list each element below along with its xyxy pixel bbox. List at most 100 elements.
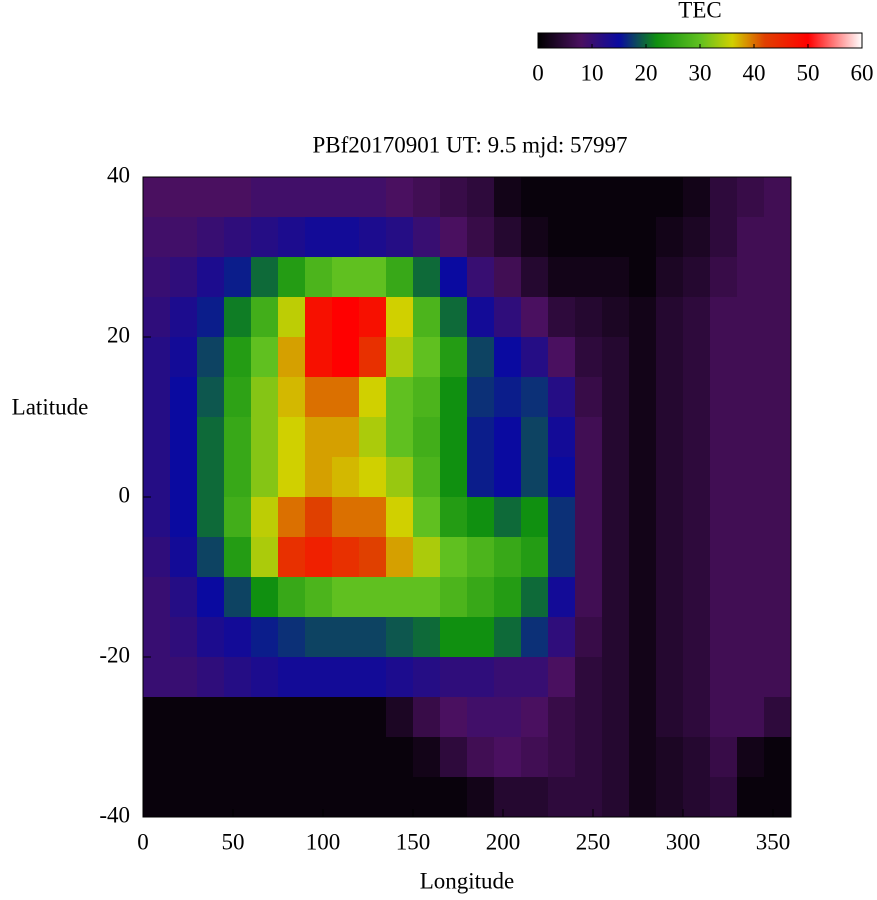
heat-cell [494, 217, 522, 258]
heat-cell [143, 617, 171, 658]
heat-cell [467, 417, 495, 458]
heat-cell [494, 297, 522, 338]
heat-cell [521, 217, 549, 258]
heat-cell [413, 297, 441, 338]
heat-cell [575, 537, 603, 578]
heat-cell [710, 737, 738, 778]
heat-cell [629, 577, 657, 618]
heat-cell [251, 177, 279, 218]
heat-cell [413, 337, 441, 378]
heat-cell [278, 217, 306, 258]
heat-cell [548, 497, 576, 538]
heat-cell [224, 617, 252, 658]
heat-cell [224, 577, 252, 618]
y-tick-label: -40 [99, 802, 130, 827]
heat-cell [737, 337, 765, 378]
heat-cell [197, 657, 225, 698]
heat-cell [521, 737, 549, 778]
heat-cell [629, 537, 657, 578]
heat-cell [143, 497, 171, 538]
heat-cell [575, 697, 603, 738]
heat-cell [440, 537, 468, 578]
heat-cell [332, 417, 360, 458]
heat-cell [359, 497, 387, 538]
heat-cell [710, 697, 738, 738]
heat-cell [224, 177, 252, 218]
heat-cell [278, 617, 306, 658]
heat-cell [413, 497, 441, 538]
heat-cell [602, 577, 630, 618]
heat-cell [575, 217, 603, 258]
heat-cell [359, 737, 387, 778]
heat-cell [656, 777, 684, 818]
heat-cell [656, 297, 684, 338]
heat-cell [548, 537, 576, 578]
chart-title: PBf20170901 UT: 9.5 mjd: 57997 [312, 132, 627, 157]
heat-cell [440, 297, 468, 338]
heat-cell [143, 537, 171, 578]
heat-cell [683, 697, 711, 738]
heat-cell [305, 217, 333, 258]
heat-cell [251, 657, 279, 698]
heat-cell [467, 457, 495, 498]
heat-cell [467, 377, 495, 418]
heat-cell [251, 537, 279, 578]
heat-cell [521, 177, 549, 218]
heat-cell [764, 737, 792, 778]
heat-cell [764, 497, 792, 538]
heat-cell [764, 297, 792, 338]
heat-cell [494, 177, 522, 218]
heat-cell [548, 377, 576, 418]
heat-cell [521, 537, 549, 578]
heat-cell [386, 537, 414, 578]
heat-cell [737, 657, 765, 698]
x-tick-label: 50 [222, 829, 245, 854]
heat-cell [575, 257, 603, 298]
heat-cell [602, 657, 630, 698]
heat-cell [737, 297, 765, 338]
heat-cell [575, 617, 603, 658]
heat-cell [440, 497, 468, 538]
heat-cell [413, 177, 441, 218]
heat-cell [386, 497, 414, 538]
heat-cell [683, 257, 711, 298]
heat-cell [305, 697, 333, 738]
heat-cell [359, 417, 387, 458]
heat-cell [386, 577, 414, 618]
heat-cell [521, 377, 549, 418]
heat-cell [359, 377, 387, 418]
heat-cell [575, 377, 603, 418]
heat-cell [548, 577, 576, 618]
heat-cell [494, 337, 522, 378]
heat-cell [548, 617, 576, 658]
heat-cell [224, 737, 252, 778]
heat-cell [305, 297, 333, 338]
heat-cell [521, 497, 549, 538]
heat-cell [764, 377, 792, 418]
heat-cell [143, 257, 171, 298]
heat-cell [197, 697, 225, 738]
heat-cell [359, 577, 387, 618]
heat-cell [548, 697, 576, 738]
heat-cell [629, 697, 657, 738]
heat-cell [683, 657, 711, 698]
heat-cell [602, 217, 630, 258]
heat-cell [251, 497, 279, 538]
heat-cell [494, 377, 522, 418]
heat-cell [521, 417, 549, 458]
heat-cell [278, 777, 306, 818]
heat-cell [575, 457, 603, 498]
heat-cell [602, 697, 630, 738]
heat-cell [224, 777, 252, 818]
heat-cell [575, 737, 603, 778]
heat-cell [467, 577, 495, 618]
heat-cell [575, 177, 603, 218]
heat-cell [413, 697, 441, 738]
heat-cell [170, 297, 198, 338]
heat-cell [386, 177, 414, 218]
heat-cell [386, 617, 414, 658]
heat-cell [143, 697, 171, 738]
heat-cell [521, 457, 549, 498]
heat-cell [170, 457, 198, 498]
heat-cell [197, 417, 225, 458]
